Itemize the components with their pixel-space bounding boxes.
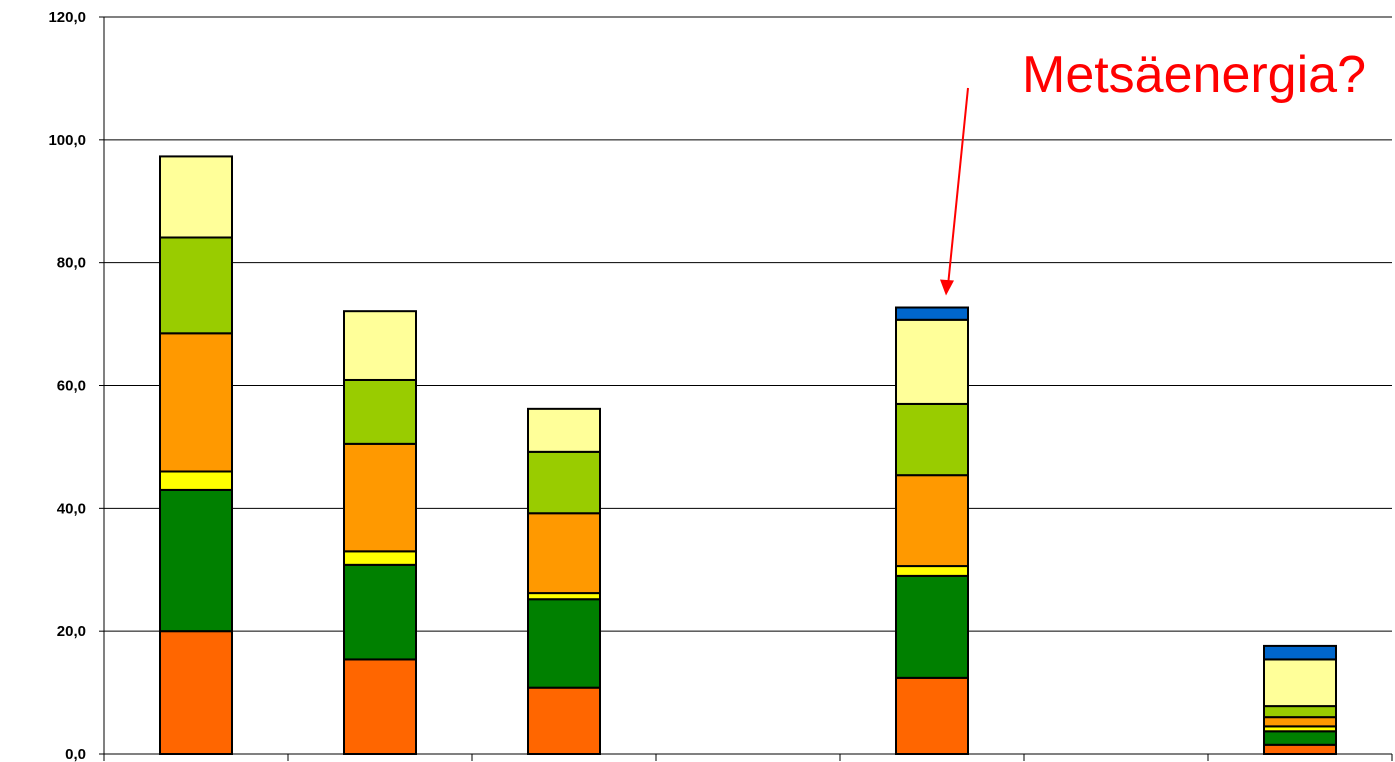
bar-segment (527, 512, 601, 595)
bar-segment (527, 686, 601, 755)
bar-segment (527, 407, 601, 453)
y-tick-label: 0,0 (65, 746, 86, 762)
bar-segment (343, 310, 417, 381)
y-tick-label: 120,0 (48, 9, 86, 26)
y-tick-label: 100,0 (48, 132, 86, 149)
y-tick-label: 40,0 (57, 500, 86, 517)
bar-segment (343, 442, 417, 553)
bar-segment (1263, 644, 1337, 661)
y-axis: 0,0 20,0 40,0 60,0 80,0 100,0 120,0 (48, 9, 105, 762)
bar-segment (159, 488, 233, 633)
bar-segment (895, 574, 969, 679)
bar-segment (1263, 705, 1337, 719)
bar-segment (159, 236, 233, 335)
annotation-arrowhead (940, 279, 954, 296)
bar-segment (1263, 658, 1337, 708)
annotation-text: Metsäenergia? (1022, 46, 1366, 104)
bar-segment (159, 630, 233, 756)
bar-segment (895, 565, 969, 577)
bars (159, 155, 1337, 756)
bar-segment (343, 658, 417, 755)
bar-segment (1263, 730, 1337, 746)
x-axis (103, 753, 1393, 761)
y-tick-label: 60,0 (57, 378, 86, 395)
bar-segment (159, 332, 233, 473)
bar-segment (895, 318, 969, 405)
bar-segment (343, 563, 417, 661)
bar-segment (895, 306, 969, 321)
bar-segment (895, 474, 969, 568)
annotation-arrow-line (947, 87, 969, 286)
bar-segment (1263, 716, 1337, 728)
gridlines (104, 16, 1392, 632)
bar-segment (527, 598, 601, 689)
bar-segment (895, 676, 969, 755)
bar-segment (895, 402, 969, 477)
bar-segment (159, 155, 233, 239)
bar-segment (343, 378, 417, 445)
bar-segment (1263, 743, 1337, 755)
y-tick-label: 20,0 (57, 623, 86, 640)
bar-segment (343, 550, 417, 566)
y-tick-label: 80,0 (57, 255, 86, 272)
bar-segment (527, 450, 601, 515)
annotation-layer: Metsäenergia? (940, 46, 1366, 296)
bar-segment (159, 470, 233, 491)
